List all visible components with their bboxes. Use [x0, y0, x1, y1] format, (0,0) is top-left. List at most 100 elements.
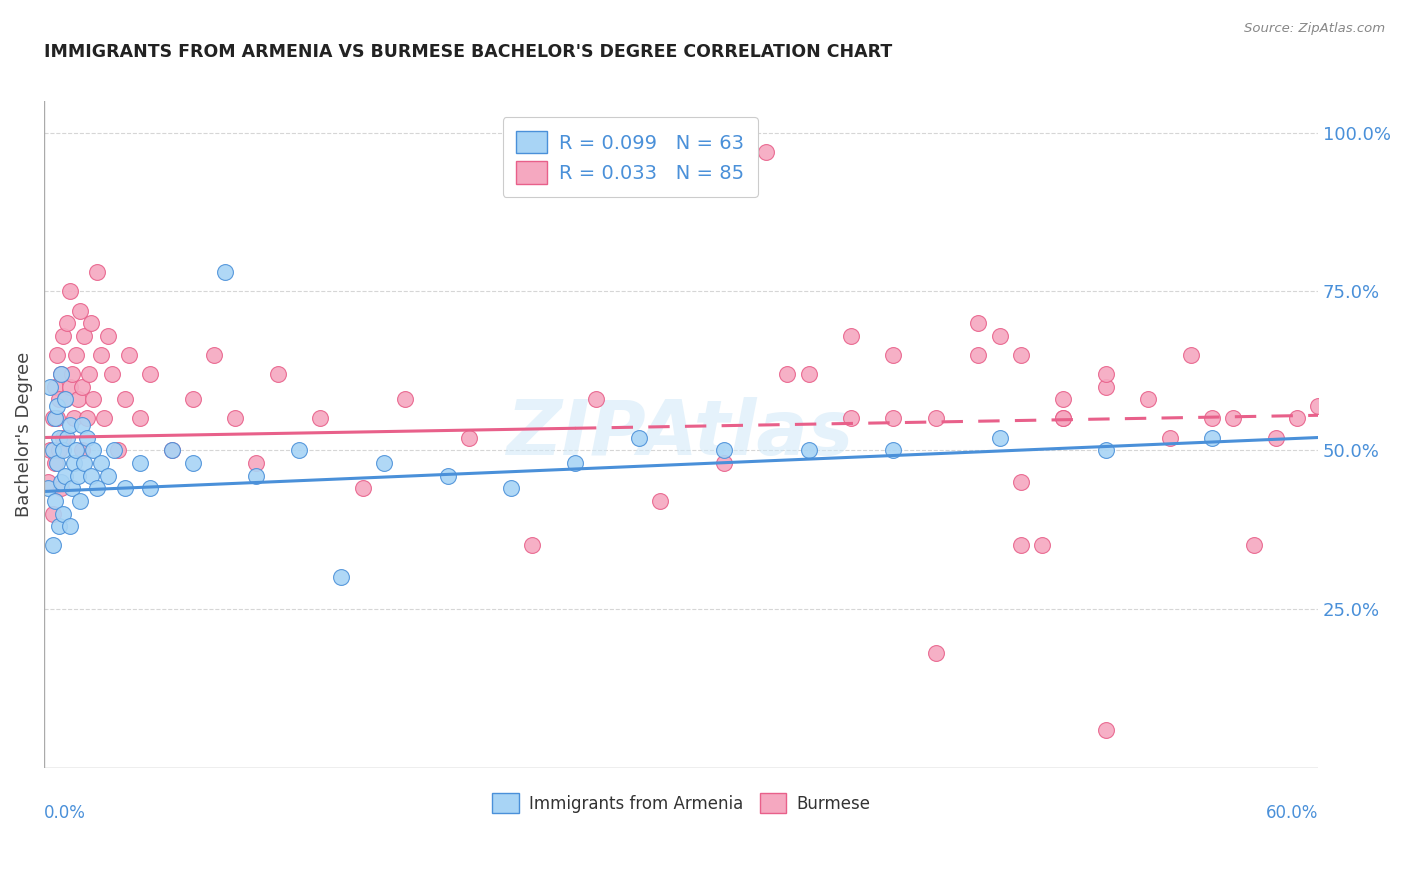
- Point: [114, 392, 136, 407]
- Point: [58, 285, 80, 299]
- Point: [1010, 539, 1032, 553]
- Point: [65, 443, 87, 458]
- Point: [86, 265, 108, 279]
- Point: [181, 392, 204, 407]
- Point: [90, 456, 112, 470]
- Point: [41, 507, 63, 521]
- Point: [53, 392, 76, 407]
- Point: [1094, 380, 1116, 394]
- Point: [373, 456, 395, 470]
- Point: [76, 411, 98, 425]
- Point: [49, 475, 72, 489]
- Point: [39, 443, 62, 458]
- Point: [56, 316, 79, 330]
- Point: [755, 145, 778, 159]
- Point: [72, 417, 94, 432]
- Point: [160, 443, 183, 458]
- Point: [501, 481, 523, 495]
- Point: [45, 348, 67, 362]
- Point: [1308, 399, 1330, 413]
- Point: [93, 411, 115, 425]
- Point: [882, 411, 904, 425]
- Point: [394, 392, 416, 407]
- Point: [352, 481, 374, 495]
- Point: [988, 430, 1011, 444]
- Point: [107, 443, 129, 458]
- Point: [128, 456, 150, 470]
- Point: [713, 443, 735, 458]
- Point: [44, 411, 66, 425]
- Point: [627, 430, 650, 444]
- Point: [76, 430, 98, 444]
- Point: [48, 443, 70, 458]
- Point: [73, 329, 96, 343]
- Point: [58, 380, 80, 394]
- Text: Source: ZipAtlas.com: Source: ZipAtlas.com: [1244, 22, 1385, 36]
- Point: [1159, 430, 1181, 444]
- Legend: Immigrants from Armenia, Burmese: Immigrants from Armenia, Burmese: [485, 787, 877, 820]
- Point: [52, 430, 75, 444]
- Point: [1222, 411, 1244, 425]
- Point: [39, 380, 62, 394]
- Point: [45, 456, 67, 470]
- Point: [1201, 430, 1223, 444]
- Point: [97, 329, 120, 343]
- Point: [564, 456, 586, 470]
- Point: [797, 367, 820, 381]
- Point: [52, 507, 75, 521]
- Point: [1285, 411, 1308, 425]
- Point: [1264, 430, 1286, 444]
- Point: [44, 456, 66, 470]
- Point: [882, 443, 904, 458]
- Point: [58, 417, 80, 432]
- Point: [41, 411, 63, 425]
- Point: [160, 443, 183, 458]
- Point: [49, 481, 72, 495]
- Text: 0.0%: 0.0%: [44, 805, 86, 822]
- Point: [1052, 411, 1074, 425]
- Point: [52, 443, 75, 458]
- Point: [63, 411, 86, 425]
- Point: [56, 430, 79, 444]
- Point: [97, 468, 120, 483]
- Point: [72, 380, 94, 394]
- Point: [58, 519, 80, 533]
- Point: [224, 411, 246, 425]
- Y-axis label: Bachelor's Degree: Bachelor's Degree: [15, 351, 32, 517]
- Point: [103, 443, 125, 458]
- Point: [139, 367, 162, 381]
- Point: [67, 468, 90, 483]
- Point: [1180, 348, 1202, 362]
- Point: [73, 456, 96, 470]
- Point: [309, 411, 332, 425]
- Point: [80, 316, 103, 330]
- Point: [1031, 539, 1053, 553]
- Point: [80, 468, 103, 483]
- Point: [288, 443, 311, 458]
- Point: [839, 411, 862, 425]
- Point: [60, 367, 83, 381]
- Point: [45, 411, 67, 425]
- Point: [48, 430, 70, 444]
- Point: [1052, 411, 1074, 425]
- Point: [522, 539, 544, 553]
- Point: [52, 329, 75, 343]
- Point: [69, 494, 91, 508]
- Text: ZIPAtlas: ZIPAtlas: [508, 397, 855, 471]
- Point: [82, 443, 104, 458]
- Point: [90, 348, 112, 362]
- Point: [967, 348, 990, 362]
- Point: [53, 392, 76, 407]
- Point: [245, 468, 267, 483]
- Point: [1201, 411, 1223, 425]
- Point: [128, 411, 150, 425]
- Point: [37, 481, 59, 495]
- Point: [1052, 392, 1074, 407]
- Point: [925, 647, 948, 661]
- Point: [72, 443, 94, 458]
- Point: [1137, 392, 1160, 407]
- Point: [48, 519, 70, 533]
- Point: [44, 494, 66, 508]
- Point: [82, 392, 104, 407]
- Point: [114, 481, 136, 495]
